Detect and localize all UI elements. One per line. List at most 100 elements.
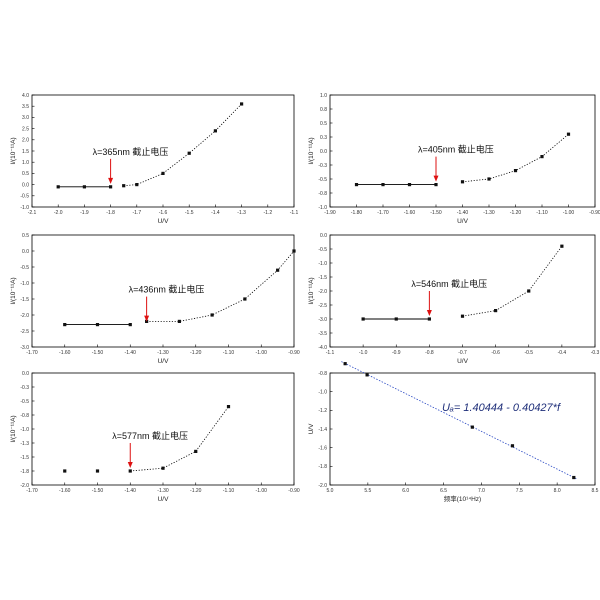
x-tick-label: -1.10 xyxy=(223,350,235,356)
data-point xyxy=(63,469,67,473)
y-tick-label: 3.0 xyxy=(22,115,29,121)
y-tick-label: 0.0 xyxy=(320,149,327,155)
y-tick-label: 0.0 xyxy=(320,233,327,239)
y-tick-label: -2.0 xyxy=(20,483,29,489)
y-tick-label: -1.0 xyxy=(20,427,29,433)
y-tick-label: -0.8 xyxy=(20,413,29,419)
chart-6: 5.0 5.5 6.0 6.5 7.0 7.5 8.0 8.5 -2.0 -1.8 -1.6 -1.4… xyxy=(308,361,599,503)
y-tick-label: -2.0 xyxy=(318,289,327,295)
data-point xyxy=(210,313,214,317)
arrow-head xyxy=(144,315,150,322)
data-point xyxy=(381,183,385,187)
x-tick-label: -0.90 xyxy=(589,210,600,216)
arrow-head xyxy=(108,177,114,184)
data-point xyxy=(82,185,86,189)
x-tick-label: -1.4 xyxy=(211,210,220,216)
plot-frame xyxy=(329,234,596,348)
x-tick-label: -1.50 xyxy=(92,350,104,356)
y-tick-label: 1.0 xyxy=(320,93,327,99)
x-tick-label: -0.6 xyxy=(491,350,500,356)
data-point xyxy=(427,317,431,321)
x-tick-label: -1.2 xyxy=(263,210,272,216)
data-point xyxy=(407,183,412,187)
data-point xyxy=(343,362,347,366)
data-point xyxy=(572,475,576,480)
x-tick-label: 7.5 xyxy=(516,488,523,494)
y-tick-label: 0.0 xyxy=(22,371,29,377)
data-point xyxy=(361,317,365,321)
data-point xyxy=(226,405,231,409)
fit-line xyxy=(341,361,578,480)
x-tick-label: -1.40 xyxy=(125,350,137,356)
y-tick-label: 0.5 xyxy=(22,171,29,177)
data-point xyxy=(510,444,515,448)
curve-segment xyxy=(462,133,569,183)
y-tick-label: -1.0 xyxy=(20,281,29,287)
x-tick-label: 5.5 xyxy=(364,488,371,494)
y-tick-label: -2.0 xyxy=(318,483,327,489)
y-axis-title: U/V xyxy=(308,423,315,435)
data-point xyxy=(292,249,296,253)
x-axis-title: U/V xyxy=(457,358,469,365)
x-tick-label: -0.8 xyxy=(425,350,434,356)
data-point xyxy=(187,151,191,155)
annotation-label: λ=577nm 截止电压 xyxy=(112,430,188,441)
x-tick-label: -1.30 xyxy=(157,488,169,494)
x-tick-label: 6.0 xyxy=(402,488,409,494)
y-tick-label: 0.0 xyxy=(22,182,29,188)
x-tick-label: -1.7 xyxy=(132,210,141,216)
y-tick-label: 2.5 xyxy=(22,126,29,132)
x-tick-label: -1.00 xyxy=(563,210,575,216)
y-tick-label: 0.5 xyxy=(22,233,29,239)
y-tick-label: -0.5 xyxy=(20,399,29,405)
plot-frame xyxy=(329,372,596,486)
x-tick-label: -1.70 xyxy=(26,350,38,356)
y-tick-label: -1.5 xyxy=(318,275,327,281)
chart-2: -1.90 -1.80 -1.70 -1.60 -1.50 -1.40 -1.30 -1.20… xyxy=(308,93,600,225)
x-tick-label: -1.10 xyxy=(223,488,235,494)
arrow-head xyxy=(426,310,432,316)
y-tick-label: 0.8 xyxy=(320,107,327,113)
data-point xyxy=(394,317,398,321)
x-tick-label: -1.60 xyxy=(59,350,71,356)
y-tick-label: -1.8 xyxy=(20,469,29,475)
data-point xyxy=(527,289,531,293)
data-point xyxy=(63,323,67,327)
chart-5: -1.70 -1.60 -1.50 -1.40 -1.30 -1.20 -1.10 -1.00… xyxy=(10,371,300,503)
x-tick-label: -0.4 xyxy=(558,350,567,356)
data-point xyxy=(213,129,217,133)
data-point xyxy=(122,184,126,188)
x-tick-label: -1.00 xyxy=(256,488,268,494)
x-tick-label: -0.5 xyxy=(524,350,533,356)
x-tick-label: -1.50 xyxy=(92,488,104,494)
data-point xyxy=(434,183,438,187)
y-tick-label: -1.0 xyxy=(318,261,327,267)
y-tick-label: -2.5 xyxy=(318,303,327,309)
y-tick-label: 4.0 xyxy=(22,93,29,99)
x-tick-label: -1.1 xyxy=(290,210,299,216)
x-tick-label: -1.0 xyxy=(359,350,368,356)
data-point xyxy=(460,180,465,184)
data-point xyxy=(135,183,139,187)
y-tick-label: -1.2 xyxy=(318,408,327,414)
y-tick-label: -4.0 xyxy=(318,345,327,351)
data-point xyxy=(128,323,132,327)
chart-1: -2.1 -2.0 -1.9 -1.8 -1.7 -1.6 -1.5 -1.4 -1.3 -1.2… xyxy=(10,93,299,225)
x-tick-label: -1.60 xyxy=(404,210,416,216)
data-point xyxy=(161,171,165,175)
data-point xyxy=(128,469,132,473)
x-tick-label: -0.3 xyxy=(591,350,600,356)
y-tick-label: 1.0 xyxy=(22,160,29,166)
x-tick-label: -2.0 xyxy=(54,210,63,216)
x-tick-label: -0.7 xyxy=(458,350,467,356)
data-point xyxy=(470,425,474,429)
x-tick-label: -1.40 xyxy=(125,488,137,494)
y-tick-label: 3.5 xyxy=(22,104,29,110)
y-tick-label: -1.5 xyxy=(20,455,29,461)
chart-4: -1.1 -1.0 -0.9 -0.8 -0.7 -0.6 -0.5 -0.4 -0.3 -4.0… xyxy=(308,233,600,365)
y-tick-label: 2.0 xyxy=(22,138,29,144)
data-point xyxy=(161,466,165,470)
y-tick-label: -1.0 xyxy=(20,205,29,211)
x-axis-title: 频率(10¹⁴Hz) xyxy=(444,494,481,503)
y-tick-label: -0.5 xyxy=(318,177,327,183)
